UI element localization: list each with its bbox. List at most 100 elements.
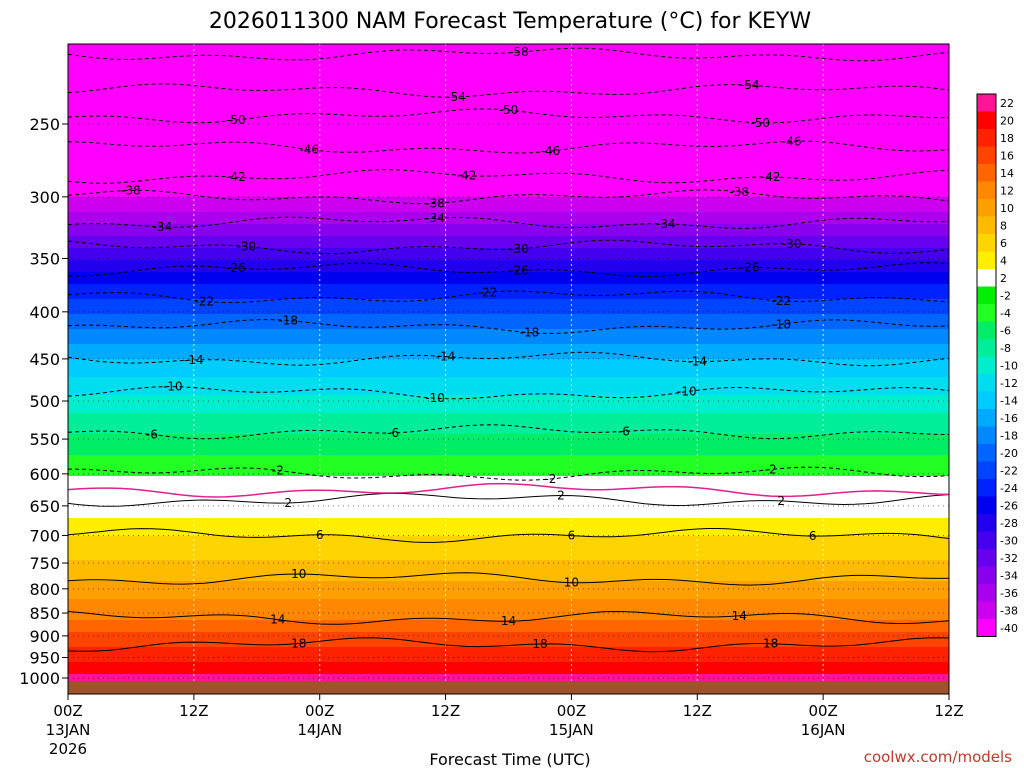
contour-label: -30: [782, 237, 802, 251]
temperature-band: [68, 344, 949, 348]
temperature-band: [68, 632, 949, 636]
temperature-band: [68, 314, 949, 318]
temperature-band: [68, 377, 949, 381]
colorbar-swatch: [977, 251, 996, 269]
contour-label: 14: [501, 614, 516, 628]
temperature-band: [68, 599, 949, 603]
temperature-band: [68, 137, 949, 141]
y-tick-label: 250: [29, 115, 60, 134]
temperature-band: [68, 569, 949, 573]
temperature-band: [68, 476, 949, 480]
temperature-band: [68, 326, 949, 330]
temperature-band: [68, 497, 949, 501]
temperature-band: [68, 140, 949, 144]
temperature-band: [68, 116, 949, 120]
temperature-band: [68, 86, 949, 90]
colorbar-label: -34: [1000, 569, 1018, 582]
temperature-band: [68, 95, 949, 99]
temperature-band: [68, 461, 949, 465]
temperature-band: [68, 272, 949, 276]
temperature-band: [68, 485, 949, 489]
contour-label: -14: [184, 353, 204, 367]
temperature-band: [68, 419, 949, 423]
contour-line: [68, 610, 949, 625]
colorbar-swatch: [977, 304, 996, 322]
temperature-band: [68, 560, 949, 564]
temperature-band: [68, 146, 949, 150]
contour-label: -58: [509, 45, 529, 59]
contour-label: 14: [270, 613, 285, 627]
contour-label: -50: [750, 116, 770, 130]
temperature-band: [68, 428, 949, 432]
colorbar-label: -36: [1000, 587, 1018, 600]
temperature-band: [68, 110, 949, 114]
temperature-band: [68, 167, 949, 171]
colorbar-label: -38: [1000, 604, 1018, 617]
temperature-band: [68, 287, 949, 291]
contour-label: -46: [782, 134, 802, 148]
temperature-band: [68, 584, 949, 588]
temperature-band: [68, 107, 949, 111]
temperature-band: [68, 380, 949, 384]
temperature-band: [68, 668, 949, 672]
contour-line: [68, 239, 949, 255]
contour-label: -38: [729, 185, 749, 199]
temperature-band: [68, 593, 949, 597]
temperature-band: [68, 446, 949, 450]
temperature-band: [68, 164, 949, 168]
temperature-band: [68, 335, 949, 339]
contour-label: -22: [478, 285, 498, 299]
contour-label: -50: [499, 103, 519, 117]
colorbar-label: 2: [1000, 272, 1007, 285]
colorbar-label: -32: [1000, 552, 1018, 565]
temperature-band: [68, 452, 949, 456]
y-tick-label: 450: [29, 350, 60, 369]
contour-label: -26: [509, 264, 529, 278]
colorbar-swatch: [977, 461, 996, 479]
temperature-band: [68, 536, 949, 540]
colorbar-label: -12: [1000, 377, 1018, 390]
temperature-band: [68, 662, 949, 666]
temperature-band: [68, 386, 949, 390]
colorbar-label: -6: [1000, 324, 1011, 337]
contour-line: [68, 140, 949, 154]
x-tick-date: 15JAN: [549, 721, 594, 739]
temperature-band: [68, 449, 949, 453]
temperature-band: [68, 101, 949, 105]
contour-label: -26: [740, 261, 760, 275]
temperature-band: [68, 239, 949, 243]
colorbar-swatch: [977, 374, 996, 392]
contour-line: [68, 528, 949, 543]
contour-label: -10: [163, 380, 183, 394]
temperature-band: [68, 212, 949, 216]
temperature-band: [68, 296, 949, 300]
temperature-band: [68, 362, 949, 366]
y-tick-label: 600: [29, 465, 60, 484]
temperature-band: [68, 311, 949, 315]
contour-label: -6: [618, 424, 630, 438]
temperature-band: [68, 74, 949, 78]
x-tick-label: 12Z: [431, 702, 460, 720]
colorbar-label: -4: [1000, 307, 1011, 320]
temperature-band: [68, 629, 949, 633]
colorbar-label: -20: [1000, 447, 1018, 460]
temperature-band: [68, 488, 949, 492]
temperature-band: [68, 119, 949, 123]
contour-label: -2: [544, 472, 556, 486]
contour-label: -18: [520, 326, 540, 340]
contour-line: [68, 108, 949, 124]
contour-label: 10: [291, 567, 306, 581]
temperature-band: [68, 677, 949, 681]
colorbar-swatch: [977, 566, 996, 584]
x-tick-label: 12Z: [934, 702, 963, 720]
temperature-band: [68, 458, 949, 462]
colorbar-label: -18: [1000, 429, 1018, 442]
temperature-band: [68, 431, 949, 435]
temperature-band: [68, 125, 949, 129]
colorbar-label: -40: [1000, 622, 1018, 635]
contour-line: [68, 351, 949, 367]
contour-label: -54: [446, 90, 466, 104]
temperature-band: [68, 440, 949, 444]
temperature-band: [68, 290, 949, 294]
